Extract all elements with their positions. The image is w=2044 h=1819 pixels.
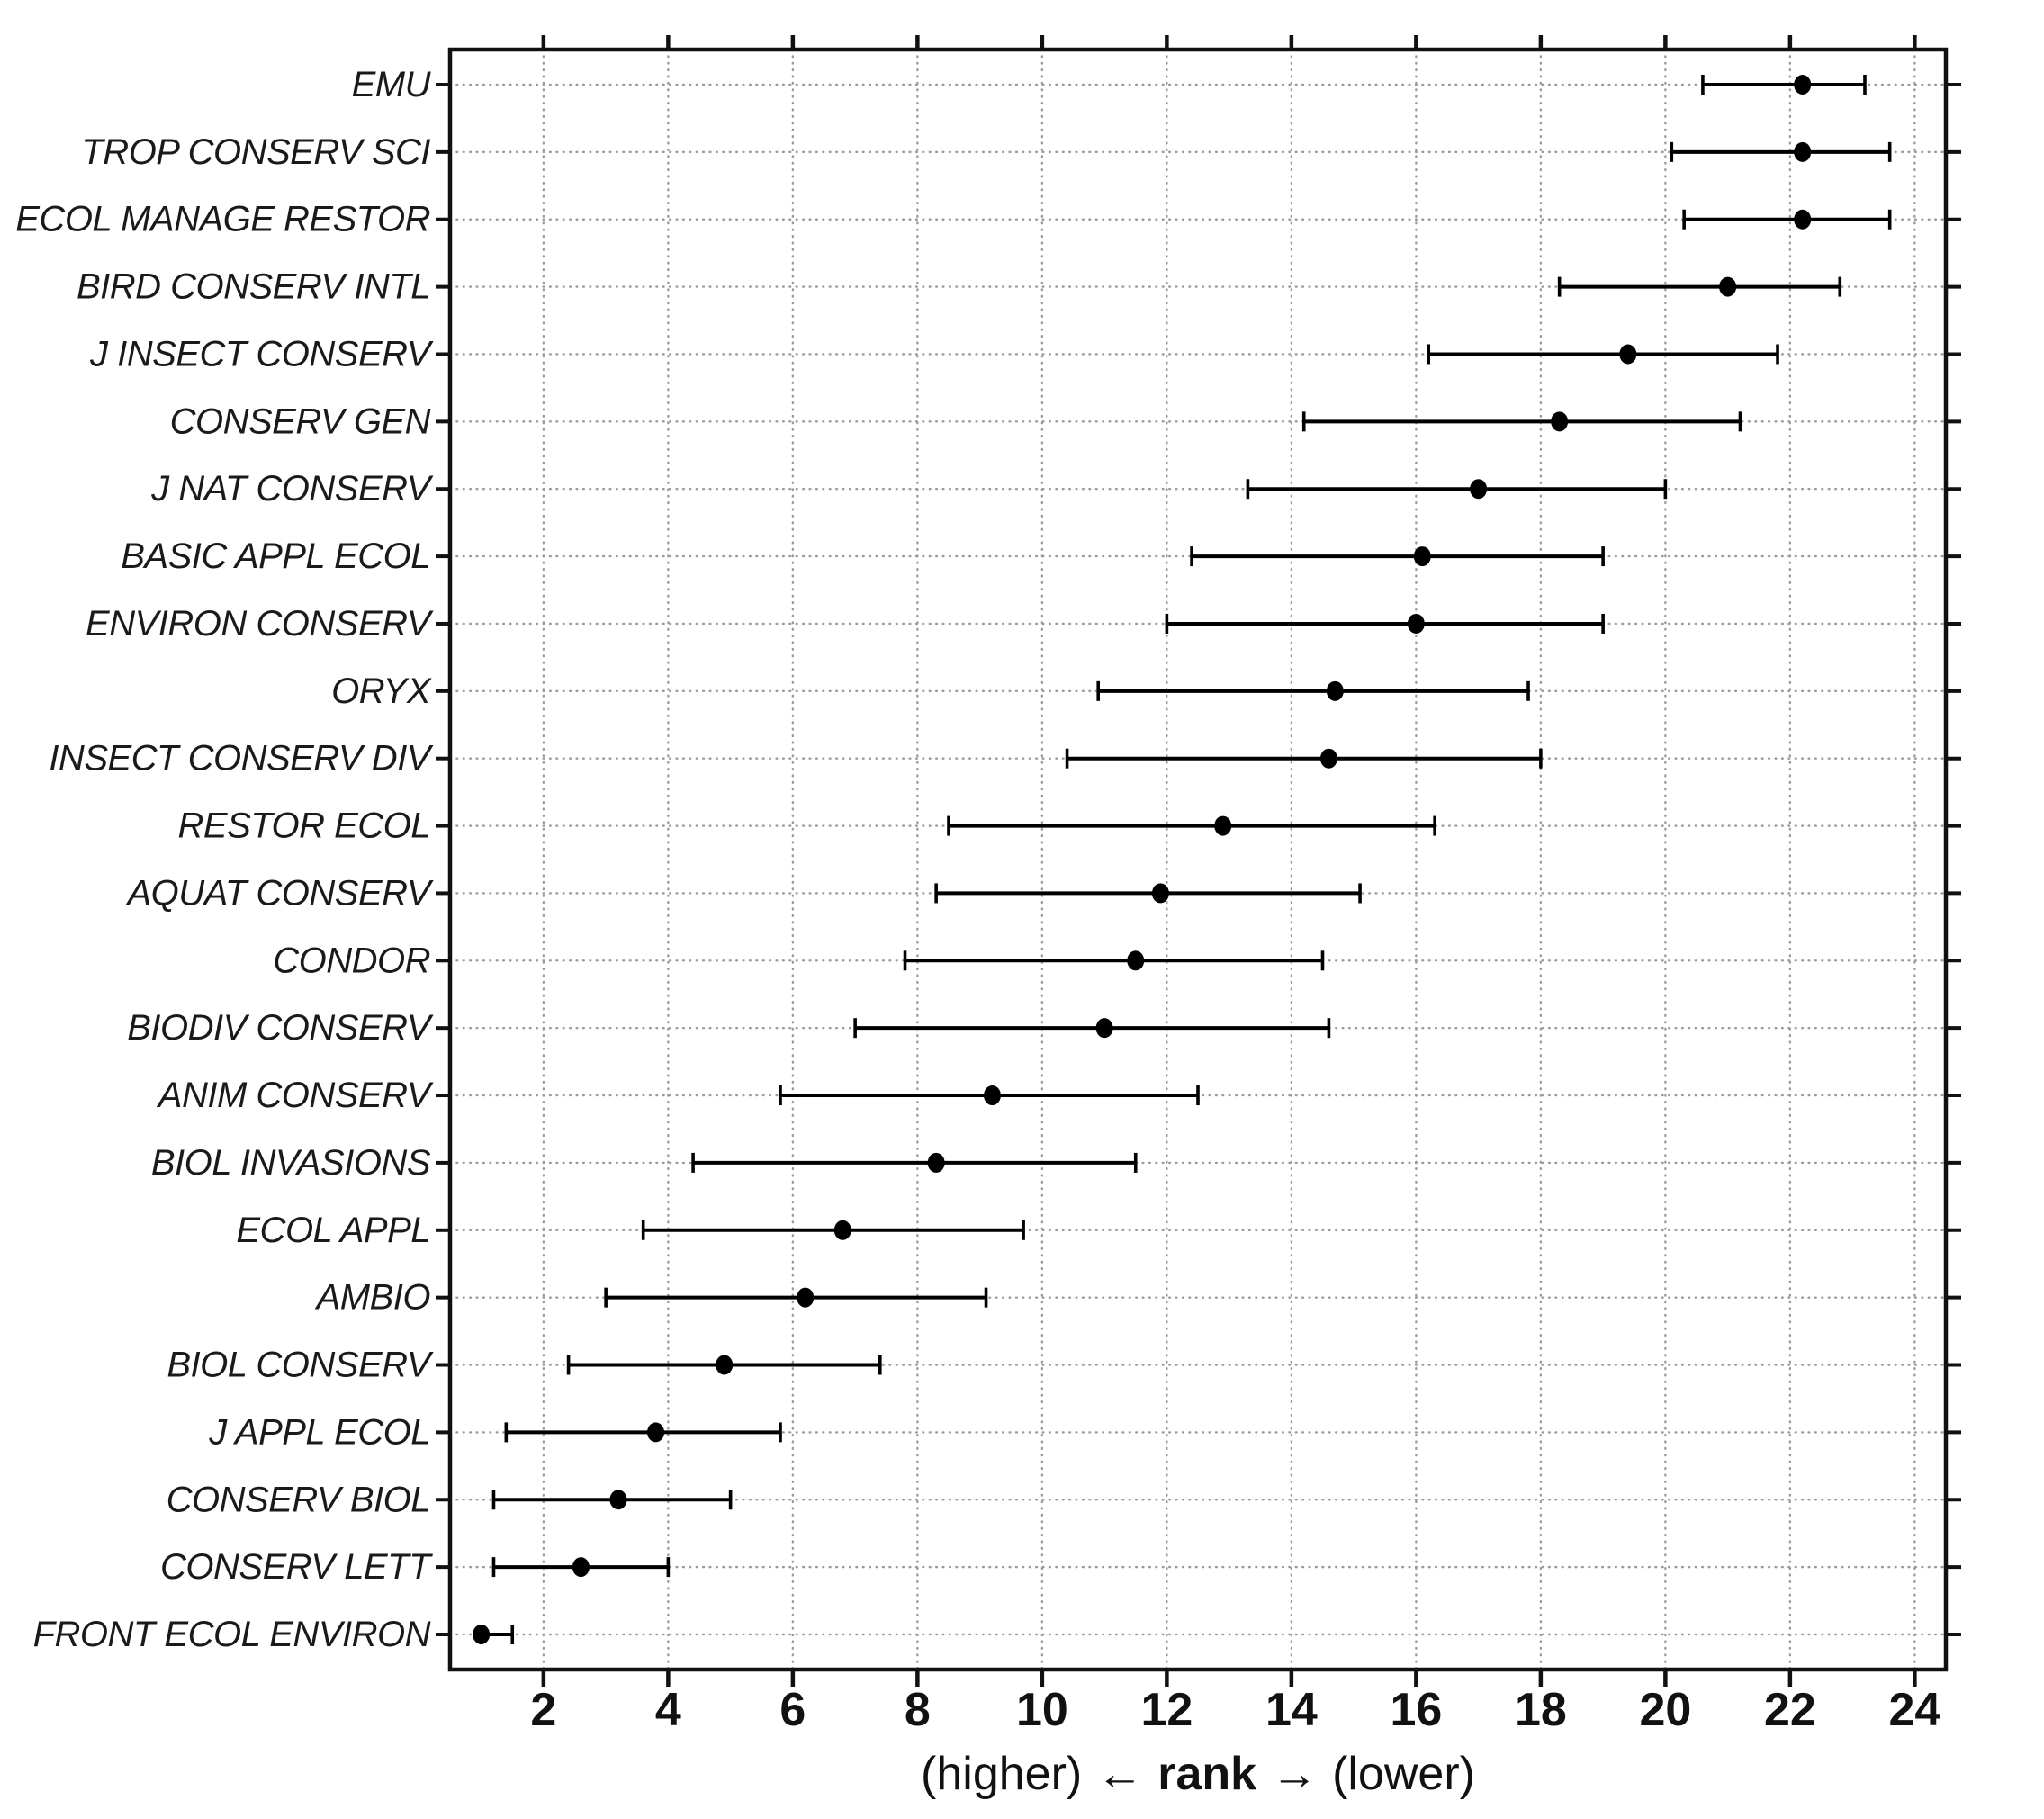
- x-tick-label: 4: [655, 1684, 681, 1736]
- y-axis-label: CONSERV BIOL: [167, 1480, 430, 1519]
- y-axis-label: RESTOR ECOL: [178, 806, 431, 846]
- data-point: [1151, 883, 1169, 904]
- x-tick-label: 12: [1140, 1684, 1193, 1736]
- y-axis-label: ENVIRON CONSERV: [86, 604, 434, 644]
- y-axis-label: J NAT CONSERV: [150, 469, 434, 509]
- x-tick-label: 14: [1265, 1684, 1318, 1736]
- y-axis-label: TROP CONSERV SCI: [81, 132, 430, 172]
- y-axis-label: EMU: [352, 65, 432, 104]
- data-point: [572, 1557, 590, 1578]
- y-axis-label: CONSERV GEN: [170, 401, 431, 441]
- arrow-right-icon: →: [1271, 1748, 1319, 1800]
- data-point: [1413, 546, 1431, 567]
- data-point: [647, 1422, 665, 1443]
- x-tick-label: 18: [1515, 1684, 1567, 1736]
- x-axis-title-lower: (lower): [1332, 1748, 1475, 1800]
- y-axis-label: ANIM CONSERV: [157, 1076, 434, 1115]
- data-point: [1127, 950, 1145, 971]
- y-axis-label: BASIC APPL ECOL: [121, 536, 430, 576]
- data-point: [1470, 479, 1488, 500]
- data-point: [927, 1152, 945, 1173]
- x-tick-label: 20: [1639, 1684, 1691, 1736]
- y-axis-label: BIOL INVASIONS: [151, 1143, 431, 1183]
- x-tick-label: 10: [1016, 1684, 1068, 1736]
- data-point: [1551, 411, 1569, 432]
- data-point: [1214, 815, 1232, 836]
- data-point: [797, 1287, 815, 1308]
- data-point: [1794, 209, 1812, 230]
- data-point: [1719, 276, 1737, 297]
- x-tick-label: 2: [530, 1684, 556, 1736]
- y-axis-label: J INSECT CONSERV: [89, 334, 434, 374]
- arrow-left-icon: ←: [1096, 1748, 1144, 1800]
- y-axis-label: BIRD CONSERV INTL: [77, 267, 430, 307]
- y-axis-label: J APPL ECOL: [208, 1412, 430, 1452]
- y-axis-label: AQUAT CONSERV: [125, 873, 433, 913]
- x-tick-label: 22: [1764, 1684, 1816, 1736]
- y-axis-label: ORYX: [331, 671, 432, 711]
- plot-border: [447, 47, 1949, 1672]
- data-point: [1619, 344, 1637, 365]
- data-point: [609, 1490, 627, 1510]
- y-axis-label: INSECT CONSERV DIV: [49, 739, 433, 779]
- data-point: [1794, 75, 1812, 95]
- x-axis-title-rank: rank: [1157, 1748, 1257, 1800]
- data-point: [1326, 680, 1344, 701]
- data-point: [1407, 613, 1425, 634]
- y-axis-label: AMBIO: [315, 1278, 430, 1318]
- data-point: [1794, 141, 1812, 162]
- x-tick-label: 8: [905, 1684, 931, 1736]
- x-axis-title: (higher) ← rank → (lower): [450, 1746, 1946, 1802]
- x-axis-title-higher: (higher): [921, 1748, 1083, 1800]
- y-axis-label: CONDOR: [273, 941, 430, 980]
- x-tick-label: 6: [779, 1684, 806, 1736]
- data-point: [1095, 1018, 1113, 1039]
- y-axis-label: ECOL APPL: [236, 1211, 430, 1250]
- y-axis-label: FRONT ECOL ENVIRON: [33, 1615, 431, 1654]
- data-point: [983, 1085, 1001, 1106]
- y-axis-label: CONSERV LETT: [160, 1547, 433, 1587]
- y-axis-label: BIOL CONSERV: [167, 1346, 433, 1385]
- data-point: [716, 1355, 734, 1375]
- x-tick-label: 16: [1390, 1684, 1442, 1736]
- y-axis-label: BIODIV CONSERV: [127, 1008, 434, 1048]
- data-point: [473, 1625, 491, 1644]
- data-point: [833, 1220, 851, 1240]
- y-axis-label: ECOL MANAGE RESTOR: [15, 200, 430, 239]
- x-tick-label: 24: [1888, 1684, 1940, 1736]
- data-point: [1319, 748, 1337, 769]
